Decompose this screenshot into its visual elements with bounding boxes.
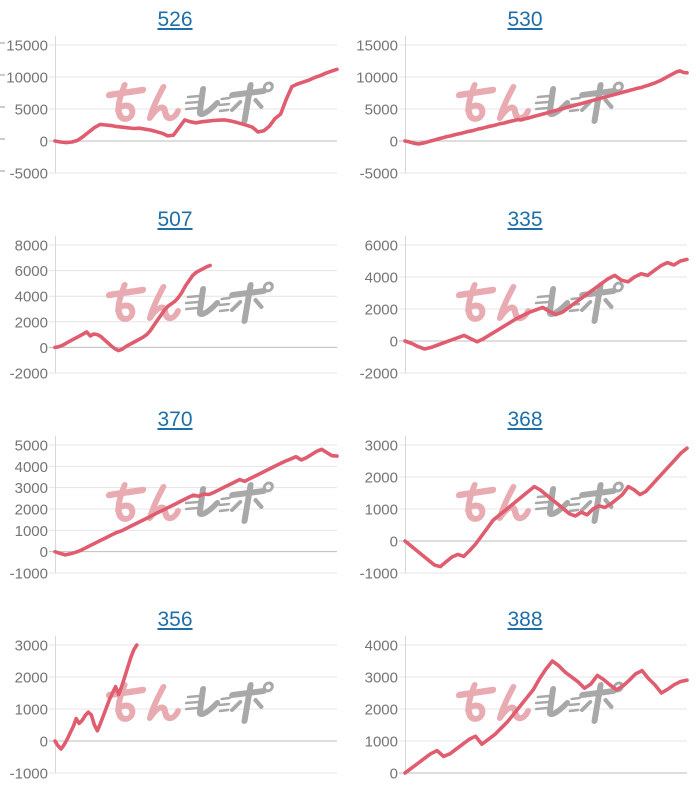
chart-cell: 3000 2000 1000 0 -1000 356 <box>0 600 350 800</box>
y-axis-tick-label: 1000 <box>365 502 398 519</box>
chart-title-row: 370 <box>0 408 350 432</box>
line-chart: 4000 3000 2000 1000 0 <box>365 636 689 783</box>
y-axis-tick-label: 10000 <box>6 70 48 87</box>
chart-cell: 3000 2000 1000 0 -1000 368 <box>350 400 700 600</box>
minrepo-watermark-icon <box>105 481 274 524</box>
y-axis-tick-label: 10000 <box>356 70 398 87</box>
y-axis-tick-label: 4000 <box>15 289 48 306</box>
y-axis-tick-label: 0 <box>390 766 398 783</box>
y-axis-tick-label: 4000 <box>365 270 398 287</box>
y-axis-tick-label: 6000 <box>15 263 48 280</box>
y-axis-tick-label: 2000 <box>15 314 48 331</box>
series-line <box>403 257 689 351</box>
y-axis-tick-label: 4000 <box>365 638 398 655</box>
line-chart: 3000 2000 1000 0 -1000 <box>360 436 689 583</box>
y-axis-tick-label: 15000 <box>356 38 398 55</box>
y-axis-tick-label: 5000 <box>15 438 48 455</box>
chart-title-row: 507 <box>0 208 350 232</box>
line-chart: 3000 2000 1000 0 -1000 <box>10 636 337 783</box>
chart-title-row: 368 <box>350 408 700 432</box>
y-axis-tick-label: -5000 <box>10 166 48 183</box>
line-chart: 6000 4000 2000 0 -2000 <box>360 236 689 383</box>
y-axis-tick-label: -2000 <box>10 366 48 383</box>
minrepo-watermark-icon <box>105 681 274 724</box>
y-axis-tick-label: 2000 <box>365 702 398 719</box>
line-chart: 8000 6000 4000 2000 0 -2000 <box>10 236 337 383</box>
y-axis-tick-label: 1000 <box>365 734 398 751</box>
chart-title-row: 356 <box>0 608 350 632</box>
y-axis-tick-label: 2000 <box>365 470 398 487</box>
y-axis-tick-label: 15000 <box>6 38 48 55</box>
y-axis-tick-label: 4000 <box>15 459 48 476</box>
chart-title-row: 388 <box>350 608 700 632</box>
series-line <box>53 67 339 145</box>
y-axis-tick-label: 8000 <box>15 238 48 255</box>
chart-title-row: 530 <box>350 8 700 32</box>
y-axis-tick-label: -1000 <box>360 566 398 583</box>
y-axis-tick-label: 3000 <box>15 480 48 497</box>
line-chart: 15000 10000 5000 0 -5000 <box>356 36 689 183</box>
chart-title-link[interactable]: 335 <box>507 208 543 231</box>
y-axis-tick-label: 1000 <box>15 523 48 540</box>
series-line <box>53 263 212 353</box>
minrepo-watermark-icon <box>455 681 624 724</box>
chart-title-row: 335 <box>350 208 700 232</box>
y-axis-tick-label: -5000 <box>360 166 398 183</box>
y-axis-tick-label: -1000 <box>10 766 48 783</box>
y-axis-tick-label: 1000 <box>15 702 48 719</box>
y-axis-tick-label: 0 <box>40 340 48 357</box>
chart-cell: 15000 10000 5000 0 -5000 526 <box>0 0 350 200</box>
y-axis-tick-label: 0 <box>40 544 48 561</box>
chart-cell: 8000 6000 4000 2000 0 -2000 507 <box>0 200 350 400</box>
y-axis-tick-label: 2000 <box>365 302 398 319</box>
chart-title-row: 526 <box>0 8 350 32</box>
chart-title-link[interactable]: 388 <box>507 608 543 631</box>
chart-cell: 15000 10000 5000 0 -5000 530 <box>350 0 700 200</box>
y-axis-tick-label: -1000 <box>10 566 48 583</box>
y-axis-tick-label: 0 <box>390 334 398 351</box>
y-axis-tick-label: 2000 <box>15 670 48 687</box>
y-axis-tick-label: 0 <box>390 134 398 151</box>
chart-cell: 5000 4000 3000 2000 1000 0 -1000 370 <box>0 400 350 600</box>
series-line <box>403 659 689 775</box>
y-axis-tick-label: 0 <box>40 134 48 151</box>
y-axis-tick-label: -2000 <box>360 366 398 383</box>
y-axis-tick-label: 3000 <box>365 438 398 455</box>
y-axis-tick-label: 5000 <box>15 102 48 119</box>
line-chart: 5000 4000 3000 2000 1000 0 -1000 <box>10 436 339 583</box>
series-line <box>403 69 689 146</box>
line-chart: 15000 10000 5000 0 -5000 <box>0 36 339 183</box>
minrepo-watermark-icon <box>105 281 274 324</box>
y-axis-tick-label: 0 <box>40 734 48 751</box>
y-axis-tick-label: 0 <box>390 534 398 551</box>
series-line <box>53 447 339 557</box>
chart-title-link[interactable]: 370 <box>157 408 193 431</box>
y-axis-tick-label: 2000 <box>15 502 48 519</box>
chart-title-link[interactable]: 526 <box>157 8 193 31</box>
y-axis-tick-label: 5000 <box>365 102 398 119</box>
chart-title-link[interactable]: 368 <box>507 408 543 431</box>
chart-title-link[interactable]: 356 <box>157 608 193 631</box>
chart-title-link[interactable]: 507 <box>157 208 193 231</box>
minrepo-watermark-icon <box>105 81 274 124</box>
series-line <box>53 643 139 751</box>
chart-title-link[interactable]: 530 <box>507 8 543 31</box>
y-axis-tick-label: 3000 <box>365 670 398 687</box>
chart-cell: 6000 4000 2000 0 -2000 335 <box>350 200 700 400</box>
y-axis-tick-label: 3000 <box>15 638 48 655</box>
series-line <box>403 446 689 569</box>
minrepo-watermark-icon <box>455 281 624 324</box>
chart-cell: 4000 3000 2000 1000 0 388 <box>350 600 700 800</box>
y-axis-tick-label: 6000 <box>365 238 398 255</box>
